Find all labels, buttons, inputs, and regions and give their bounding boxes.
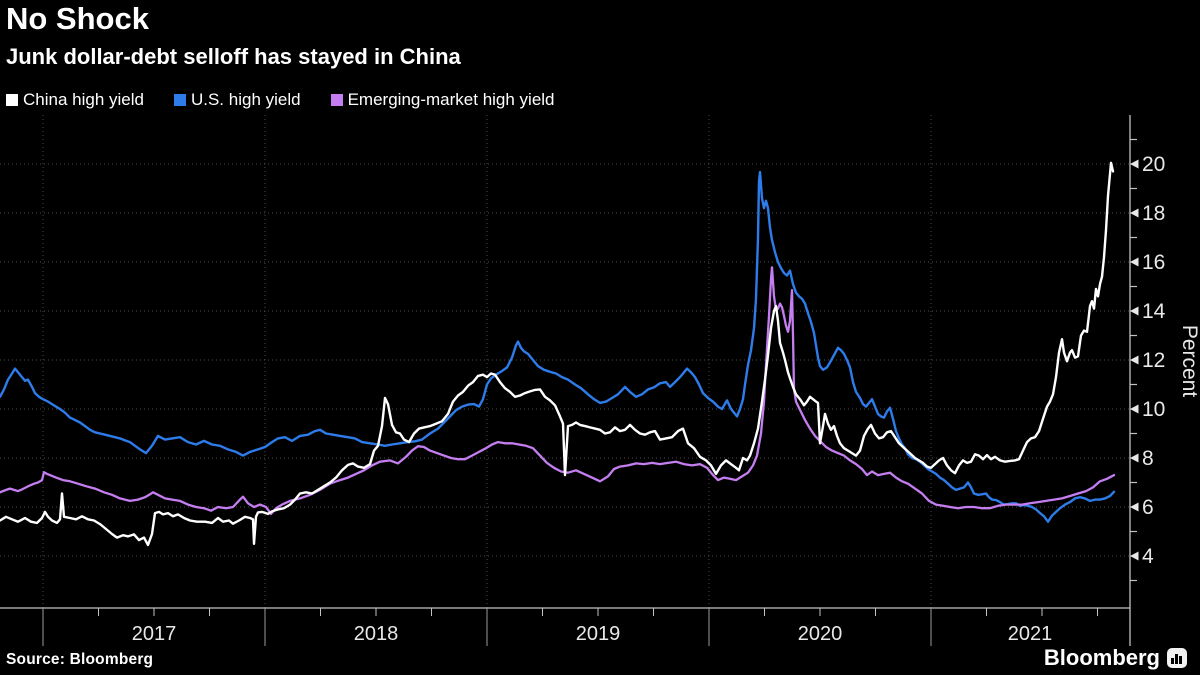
y-axis-title: Percent: [1178, 325, 1200, 398]
y-axis-tick-label: 16: [1142, 251, 1165, 274]
legend-swatch-china: [6, 94, 18, 106]
legend-label-china: China high yield: [23, 90, 144, 109]
y-axis-tick-arrow: [1130, 453, 1139, 463]
y-axis-tick-arrow: [1130, 355, 1139, 365]
series-line-u-s-high-yield: [0, 170, 1116, 523]
chart-legend: China high yield U.S. high yield Emergin…: [6, 90, 555, 110]
y-axis-tick-label: 20: [1142, 153, 1165, 176]
legend-label-em: Emerging-market high yield: [347, 90, 555, 109]
x-axis-year-label: 2017: [132, 623, 177, 645]
y-axis-tick-arrow: [1130, 551, 1139, 561]
y-axis-tick-label: 6: [1142, 496, 1154, 519]
y-axis-tick-label: 18: [1142, 202, 1165, 225]
series-line-emerging-market-high-yield: [0, 266, 1116, 516]
y-axis-tick-label: 8: [1142, 447, 1154, 470]
bloomberg-logo: Bloomberg: [1044, 645, 1187, 671]
chart-subtitle: Junk dollar-debt selloff has stayed in C…: [6, 44, 461, 69]
bloomberg-wordmark: Bloomberg: [1043, 645, 1160, 670]
y-axis-tick-arrow: [1130, 502, 1139, 512]
y-axis-tick-label: 4: [1142, 545, 1154, 568]
x-axis-year-label: 2018: [354, 623, 399, 645]
bloomberg-chart-icon: [1167, 648, 1187, 668]
chart-title: No Shock: [6, 1, 149, 36]
y-axis-tick-arrow: [1130, 208, 1139, 218]
y-axis-tick-label: 12: [1142, 349, 1165, 372]
legend-item-em: Emerging-market high yield: [330, 90, 555, 110]
series-line-china-high-yield: [0, 161, 1115, 547]
y-axis-tick-label: 14: [1142, 300, 1166, 323]
legend-swatch-us: [173, 94, 186, 106]
legend-item-china: China high yield: [6, 90, 144, 110]
y-axis-tick-arrow: [1130, 257, 1139, 267]
x-axis-year-label: 2021: [1008, 623, 1053, 645]
y-axis-tick-arrow: [1130, 159, 1139, 169]
x-axis-year-label: 2019: [576, 623, 621, 645]
source-attribution: Source: Bloomberg: [6, 651, 154, 668]
y-axis-tick-label: 10: [1142, 398, 1165, 421]
legend-label-us: U.S. high yield: [190, 90, 301, 109]
y-axis-tick-arrow: [1130, 404, 1139, 414]
legend-item-us: U.S. high yield: [173, 90, 301, 110]
legend-swatch-em: [330, 94, 343, 106]
x-axis-year-label: 2020: [798, 623, 843, 645]
y-axis-tick-arrow: [1130, 306, 1139, 316]
